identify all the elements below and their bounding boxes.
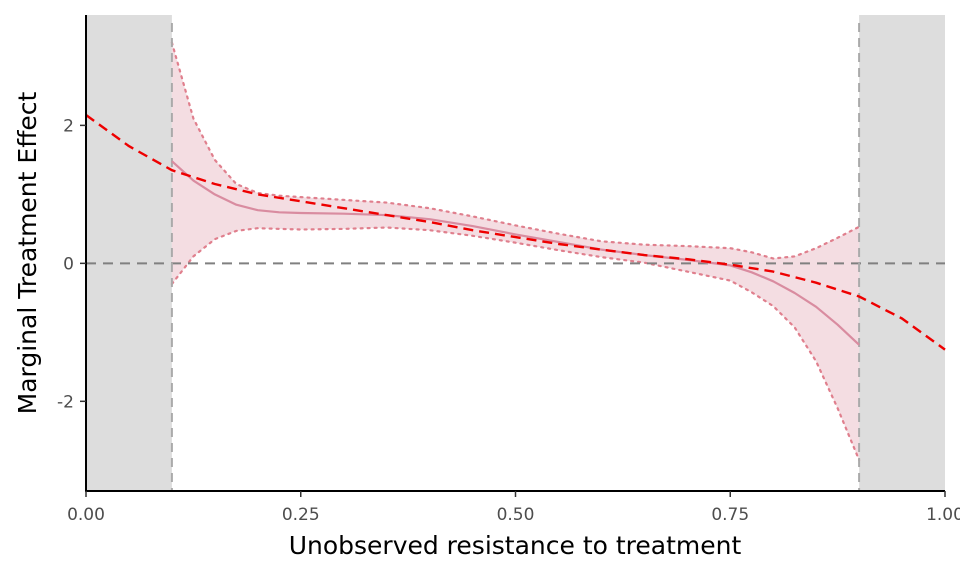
dashed-series-line-1 xyxy=(85,114,946,351)
series-lines xyxy=(85,114,946,351)
x-axis-title: Unobserved resistance to treatment xyxy=(289,531,742,560)
reference-lines xyxy=(86,23,945,491)
excluded-region-0 xyxy=(86,15,172,491)
x-tick-label: 0.75 xyxy=(711,505,749,525)
excluded-regions xyxy=(86,15,945,491)
confidence-band-upper xyxy=(170,41,861,260)
y-tick-label: 0 xyxy=(63,254,74,274)
axes xyxy=(80,15,946,497)
x-tick-label: 1.00 xyxy=(926,505,960,525)
confidence-band xyxy=(170,41,861,462)
y-axis-title: Marginal Treatment Effect xyxy=(13,91,42,414)
x-tick-label: 0.25 xyxy=(282,505,320,525)
excluded-region-1 xyxy=(859,15,945,491)
confidence-band-fill xyxy=(171,42,860,460)
tick-labels: 0.00 0.25 0.50 0.75 1.00 -2 0 2 xyxy=(57,116,960,525)
y-tick-label: 2 xyxy=(63,116,74,136)
y-tick-label: -2 xyxy=(57,392,74,412)
confidence-band-lower xyxy=(170,226,861,462)
solid-series-line-0 xyxy=(171,160,860,346)
x-tick-label: 0.00 xyxy=(67,505,105,525)
x-tick-label: 0.50 xyxy=(497,505,535,525)
